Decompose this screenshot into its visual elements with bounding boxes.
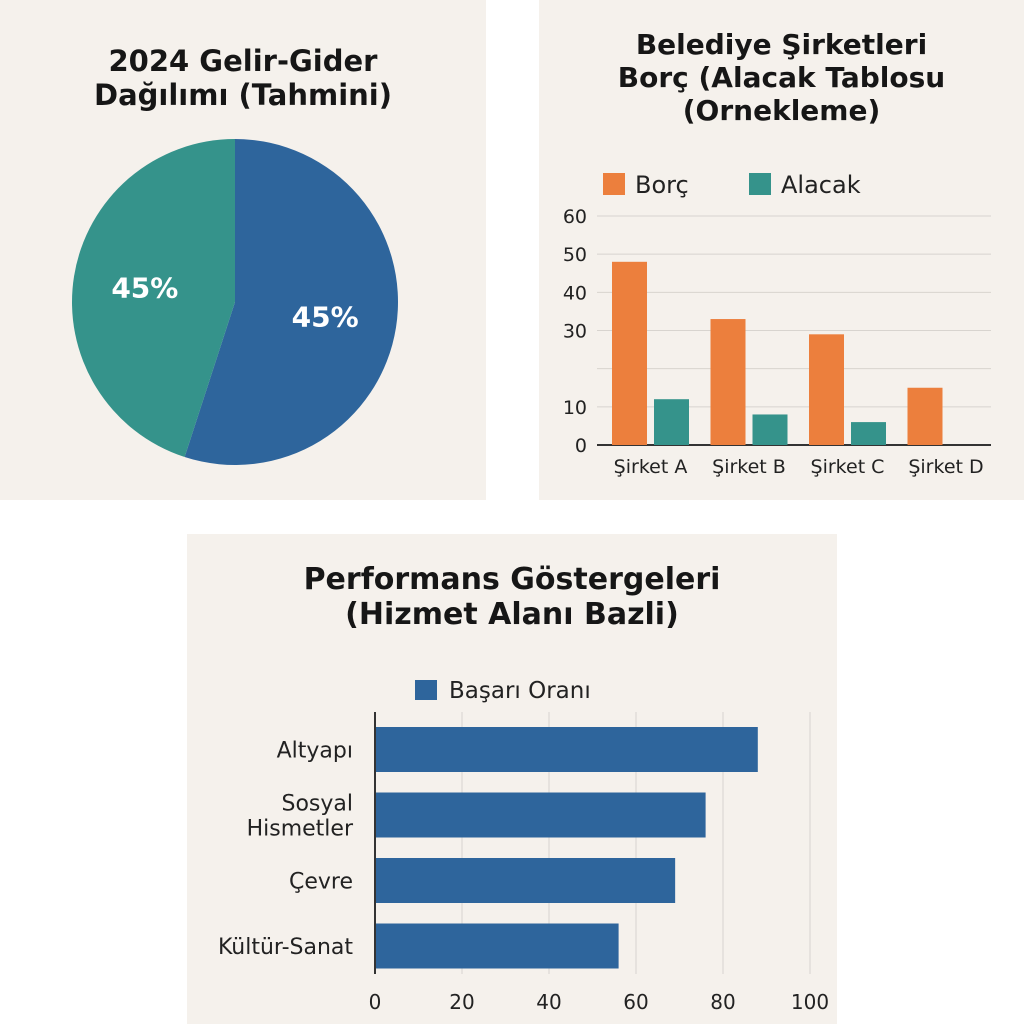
legend-label: Başarı Oranı (449, 678, 591, 704)
x-tick-label: Şirket D (908, 456, 983, 478)
pie-title-line-1: 2024 Gelir-Gider (108, 44, 378, 78)
x-tick-label: Şirket B (712, 456, 786, 478)
performance-chart-title: Performans Göstergeleri (Hizmet Alanı Ba… (187, 562, 837, 633)
debt-bar-chart: 0 10 30 40 50 60 Borç Alacak Şirket A Şirket B Şir… (563, 171, 991, 478)
x-tick-label: 80 (710, 990, 735, 1014)
category-label: Altyapı (277, 739, 353, 764)
bar (907, 387, 943, 445)
bar (376, 727, 758, 772)
x-tick-label: 60 (623, 990, 648, 1014)
performance-title-line-1: Performans Göstergeleri (303, 562, 721, 597)
bar (752, 414, 788, 445)
legend-label: Alacak (781, 171, 861, 199)
x-tick-label: Şirket C (811, 456, 885, 478)
y-tick-label: 10 (563, 397, 587, 419)
y-tick-label: 50 (563, 244, 587, 266)
pie-slice-label: 45% (111, 272, 178, 305)
debt-bar-chart-panel: Belediye Şirketleri Borç (Alacak Tablosu… (539, 0, 1024, 500)
pie-title-line-2: Dağılımı (Tahmini) (94, 78, 392, 113)
bar (851, 422, 886, 445)
pie-slice (72, 139, 235, 458)
pie-slice-label: 45% (292, 300, 359, 333)
pie-chart: 45% 45% (72, 139, 398, 466)
category-label: Kültür-Sanat (218, 935, 353, 960)
x-tick-label: 20 (449, 990, 474, 1014)
legend-label: Borç (635, 171, 689, 199)
legend-swatch (603, 173, 625, 195)
pie-chart-title: 2024 Gelir-Gider Dağılımı (Tahmini) (0, 44, 486, 112)
debt-title-line-1: Belediye Şirketleri (635, 28, 928, 61)
pie-chart-panel: 2024 Gelir-Gider Dağılımı (Tahmini) 45% 4… (0, 0, 486, 500)
bar (710, 319, 746, 445)
x-tick-label: 0 (369, 990, 382, 1014)
x-tick-label: 100 (791, 990, 829, 1014)
debt-chart-title: Belediye Şirketleri Borç (Alacak Tablosu… (539, 28, 1024, 127)
y-tick-label: 40 (563, 282, 587, 304)
pie-slice (184, 139, 398, 466)
category-label: Sosyal (282, 792, 354, 817)
category-label: Hismetler (247, 817, 354, 842)
y-tick-label: 60 (563, 206, 587, 228)
performance-bar-chart-panel: Performans Göstergeleri (Hizmet Alanı Ba… (187, 534, 837, 1024)
y-tick-label: 0 (575, 435, 587, 457)
category-label: Çevre (289, 870, 353, 895)
debt-title-line-3: (Ornekleme) (682, 94, 881, 128)
bar (376, 858, 676, 903)
bar (809, 334, 844, 445)
y-tick-label: 30 (563, 321, 587, 343)
performance-bar-chart: 0 20 40 60 80 100 Başarı Oranı Altyapı SosyalHis… (218, 678, 829, 1014)
bar (376, 923, 619, 969)
bar (376, 792, 706, 838)
x-tick-label: 40 (536, 990, 561, 1014)
x-tick-label: Şirket A (614, 456, 688, 478)
legend-swatch (415, 680, 437, 700)
debt-title-line-2: Borç (Alacak Tablosu (617, 61, 946, 95)
bar (612, 261, 647, 445)
legend-swatch (749, 173, 771, 195)
bar (654, 399, 689, 445)
performance-title-line-2: (Hizmet Alanı Bazli) (345, 597, 679, 633)
